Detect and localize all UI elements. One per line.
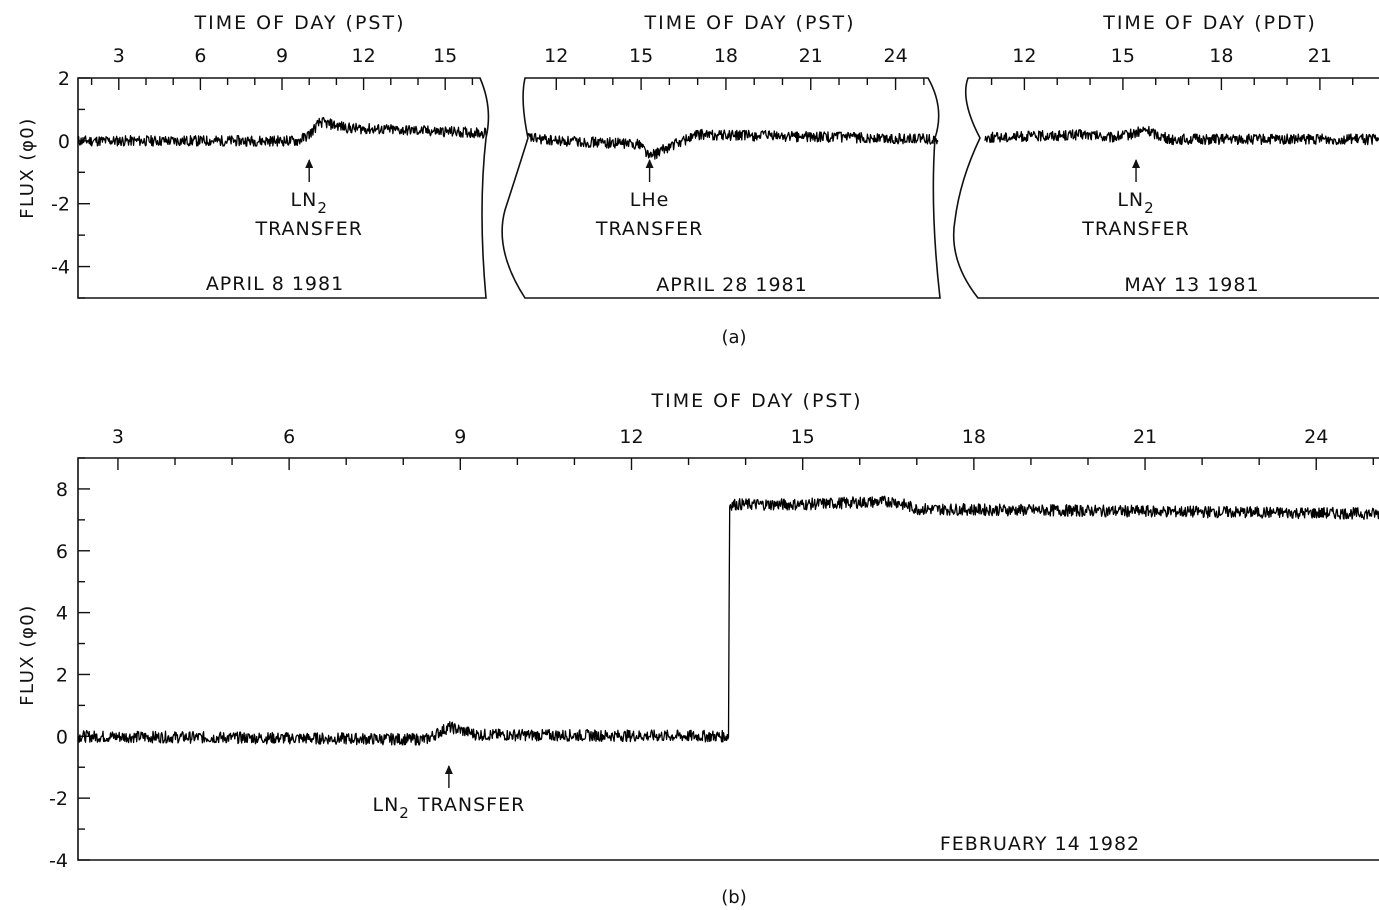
panel-b-flux-trace [77,495,1379,746]
y-tick-label: 4 [56,603,68,625]
x-tick-label: 21 [1308,45,1332,67]
y-tick-label: 2 [56,664,68,686]
x-tick-label: 21 [799,45,823,67]
panel-a3-flux-trace [984,125,1379,146]
panel-b-ylabel: FLUX (φ0) [17,604,38,706]
annotation-line1: LN2 [291,189,328,217]
x-tick-label: 6 [283,426,295,448]
annotation-subscript: 2 [399,804,410,822]
x-tick-label: 24 [883,45,907,67]
x-tick-label: 15 [1111,45,1135,67]
x-tick-label: 6 [194,45,206,67]
y-tick-label: 2 [58,68,70,90]
panel-a1-frame [77,77,490,299]
annotation-subscript: 2 [317,199,328,217]
annotation-subscript: 2 [1144,199,1155,217]
arrowhead-icon [645,159,654,168]
annotation-ln: LN [1117,189,1144,211]
panel-a2-flux-trace [527,128,939,160]
x-tick-label: 9 [276,45,288,67]
panel-a1-xlabel: TIME OF DAY (PST) [194,12,406,34]
annotation-ln-transfer: LN2 TRANSFER [372,794,525,822]
x-tick-label: 12 [1012,45,1036,67]
x-tick-label: 18 [714,45,738,67]
panel-a3-frame [952,77,1379,299]
x-tick-label: 15 [433,45,457,67]
y-tick-label: -4 [49,850,68,872]
y-tick-label: -4 [51,257,70,279]
annotation-line1: LHe [630,189,670,211]
panel-a-ylabel: FLUX (φ0) [17,117,38,219]
panel-a2-date: APRIL 28 1981 [656,274,807,296]
y-tick-label: -2 [49,788,68,810]
arrowhead-icon [1132,159,1141,168]
panel-b-xlabel: TIME OF DAY (PST) [651,390,863,412]
x-tick-label: 12 [544,45,568,67]
panel-a2-xlabel: TIME OF DAY (PST) [644,12,856,34]
panel-b-frame [77,457,1379,861]
x-tick-label: 21 [1133,426,1157,448]
arrowhead-icon [305,159,314,168]
y-tick-label: 6 [56,541,68,563]
caption-a: (a) [721,327,746,348]
caption-b: (b) [721,887,746,908]
annotation-ln: LN [291,189,318,211]
panel-b-date: FEBRUARY 14 1982 [940,833,1140,855]
annotation-lhe: LHe [630,189,670,211]
y-tick-label: 8 [56,479,68,501]
x-tick-label: 24 [1304,426,1328,448]
x-tick-label: 18 [962,426,986,448]
x-tick-label: 12 [352,45,376,67]
x-tick-label: 12 [619,426,643,448]
panel-a3-date: MAY 13 1981 [1124,274,1259,296]
x-tick-label: 15 [791,426,815,448]
panel-a1: TIME OF DAY (PST) 3 6 9 12 15 20-2-4 LN2TRAN… [51,12,490,299]
annotation-line1: LN2 [1117,189,1154,217]
x-tick-label: 9 [454,426,466,448]
x-tick-label: 15 [629,45,653,67]
panel-a2-frame [501,77,941,299]
panel-a1-flux-trace [77,116,487,147]
annotation-transfer: TRANSFER [417,794,525,816]
panel-a2: TIME OF DAY (PST) 12 15 18 21 24 LHe TRANSFER… [501,12,941,299]
panel-b: TIME OF DAY (PST) 3 6 9 12 15 18 21 24 8 6 4 2 0 -2 -… [49,390,1379,872]
x-tick-label: 3 [112,426,124,448]
y-tick-label: -2 [51,194,70,216]
arrowhead-icon [444,765,453,774]
annotation-line2: TRANSFER [254,218,362,240]
annotation-line2: TRANSFER [595,218,703,240]
x-tick-label: 18 [1209,45,1233,67]
annotation-line2: TRANSFER [1081,218,1189,240]
panel-a1-date: APRIL 8 1981 [206,273,344,295]
y-tick-label: 0 [56,726,68,748]
panel-a3-xlabel: TIME OF DAY (PDT) [1102,12,1317,34]
annotation-ln: LN [372,794,399,816]
x-tick-label: 3 [113,45,125,67]
y-tick-label: 0 [58,131,70,153]
